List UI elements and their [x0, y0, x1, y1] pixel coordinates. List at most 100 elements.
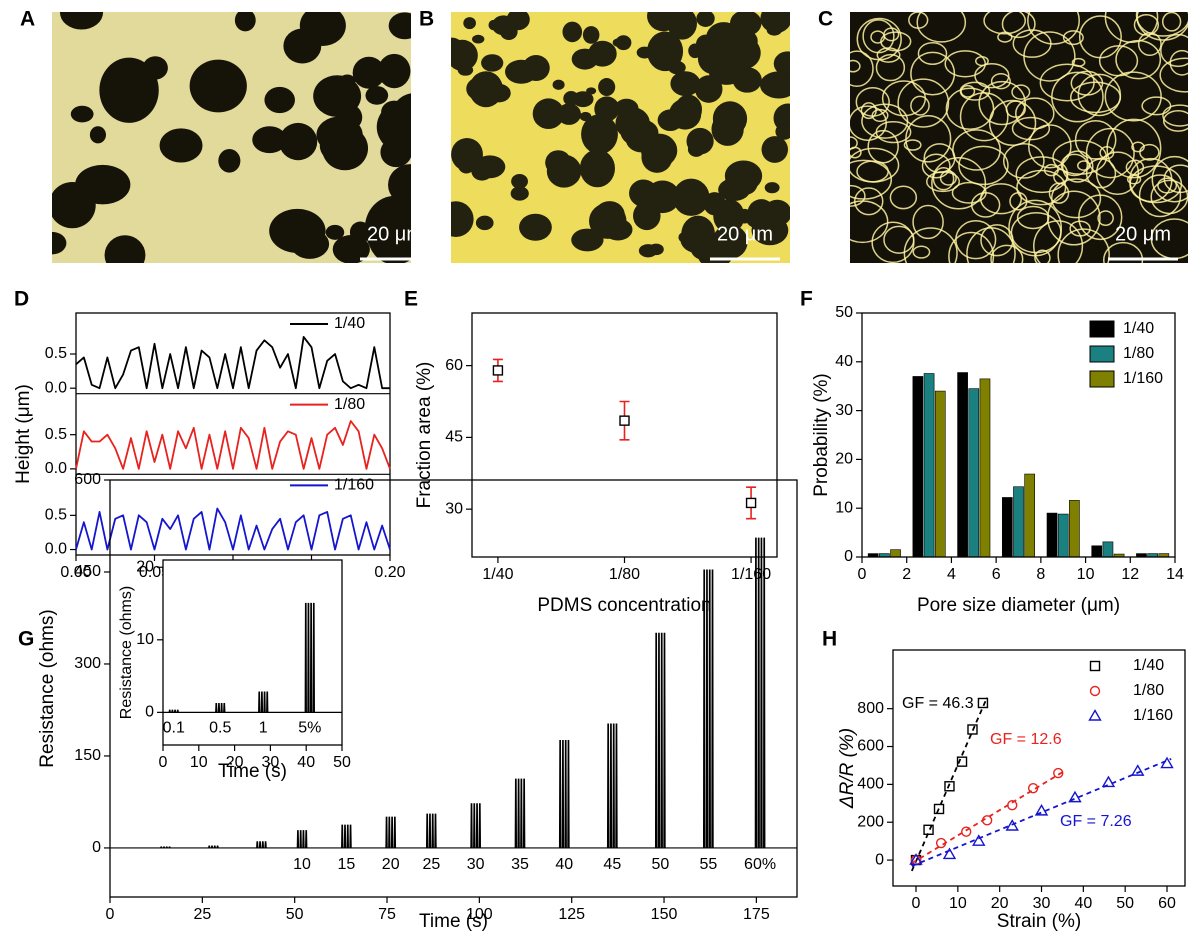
- pore: [218, 149, 241, 173]
- strain-label: 0.5: [209, 720, 231, 737]
- y-tick-label: 10: [835, 499, 853, 516]
- micrograph: [810, 0, 1202, 293]
- pore: [729, 10, 762, 37]
- pore: [670, 71, 701, 97]
- pore: [764, 182, 780, 194]
- marker: [1005, 819, 1019, 831]
- strain-label: 35: [511, 856, 529, 873]
- pore: [1011, 116, 1051, 141]
- pore: [352, 56, 386, 89]
- pore: [159, 128, 203, 163]
- annotation: GF = 12.6: [990, 731, 1062, 748]
- pore: [759, 71, 798, 99]
- pore: [645, 180, 680, 214]
- x-tick-label: 50: [286, 906, 304, 923]
- x-tick-label: 75: [378, 906, 396, 923]
- scale-label: 20 μm: [367, 223, 423, 245]
- x-tick-label: 60: [1158, 895, 1176, 912]
- pore: [923, 143, 956, 174]
- y-tick-label: 20: [136, 558, 154, 575]
- x-axis-label: PDMS concentration: [537, 595, 711, 616]
- marker: [935, 837, 947, 849]
- pulse-group: [304, 602, 315, 713]
- x-tick-label: 10: [1077, 566, 1095, 583]
- legend-swatch: [1089, 345, 1115, 363]
- pulse-group: [654, 632, 666, 848]
- fit-line: [911, 758, 1172, 867]
- x-axis-label: Time (s): [218, 761, 287, 782]
- bar: [957, 372, 968, 558]
- strain-label: 5%: [298, 720, 321, 737]
- bar: [1102, 541, 1114, 558]
- inset-background: [163, 560, 342, 745]
- panel-label: A: [20, 8, 35, 31]
- bar: [1024, 473, 1036, 558]
- image-clip-edge: [411, 263, 830, 293]
- y-tick-label: 0.0: [45, 460, 67, 477]
- pore: [234, 9, 256, 32]
- pore: [1126, 174, 1142, 185]
- pore: [614, 98, 639, 118]
- legend-label: 1/160: [1123, 370, 1163, 387]
- pulse-group: [160, 846, 171, 849]
- y-axis-label: Fraction area (%): [414, 362, 435, 509]
- pore: [1138, 174, 1182, 218]
- pore: [875, 53, 906, 82]
- pore: [269, 208, 326, 253]
- pore: [697, 42, 731, 75]
- pore: [883, 225, 915, 254]
- pore: [1023, 31, 1076, 82]
- pulse-group: [256, 841, 267, 848]
- y-tick-label: 600: [857, 738, 884, 755]
- pore: [1098, 45, 1139, 77]
- bar: [968, 388, 980, 558]
- pore: [912, 204, 944, 240]
- y-tick-label: 50: [835, 304, 853, 321]
- x-tick-label: 40: [297, 754, 315, 771]
- panel-label: C: [818, 8, 833, 31]
- pore: [474, 155, 506, 179]
- pore: [1074, 119, 1117, 160]
- y-axis-label: Resistance (ohms): [37, 609, 58, 767]
- pulse-group: [470, 803, 482, 848]
- y-tick-label: 0.0: [45, 541, 67, 558]
- pore: [861, 103, 909, 139]
- strain-label: 40: [555, 856, 573, 873]
- y-tick-label: 20: [835, 451, 853, 468]
- pore: [903, 139, 922, 151]
- pore: [1077, 73, 1122, 117]
- y-tick-label: 60: [445, 357, 463, 374]
- y-tick-label: 0.5: [45, 345, 67, 362]
- x-tick-label: 1/160: [731, 566, 771, 583]
- marker: [972, 834, 986, 846]
- legend-marker: [1089, 660, 1101, 672]
- pore: [1060, 153, 1089, 177]
- pore: [860, 102, 877, 120]
- plot-frame: [162, 559, 343, 746]
- pore: [451, 137, 483, 171]
- pore: [457, 64, 474, 76]
- bar: [890, 549, 901, 558]
- pore: [598, 78, 616, 97]
- panel-label: H: [822, 628, 837, 651]
- y-tick-label: 10: [136, 631, 154, 648]
- x-tick-label: 150: [651, 906, 678, 923]
- pore: [917, 42, 948, 66]
- pulse-group: [296, 830, 308, 848]
- x-axis-label: Time (s): [419, 911, 488, 932]
- scale-label: 20 μm: [717, 223, 773, 245]
- x-tick-label: 100: [466, 906, 493, 923]
- marker: [1131, 764, 1145, 776]
- pulse-group: [425, 813, 437, 848]
- plot-frame: [892, 649, 1186, 887]
- image-clip-edge: [411, 12, 451, 263]
- y-tick-label: 0: [145, 704, 154, 721]
- pore: [862, 19, 895, 54]
- panel-label: E: [404, 288, 418, 311]
- pore: [647, 31, 684, 72]
- x-tick-label: 25: [193, 906, 211, 923]
- pore: [481, 54, 504, 72]
- pore: [1131, 141, 1145, 153]
- pore: [766, 24, 782, 36]
- panel-label: F: [800, 288, 813, 311]
